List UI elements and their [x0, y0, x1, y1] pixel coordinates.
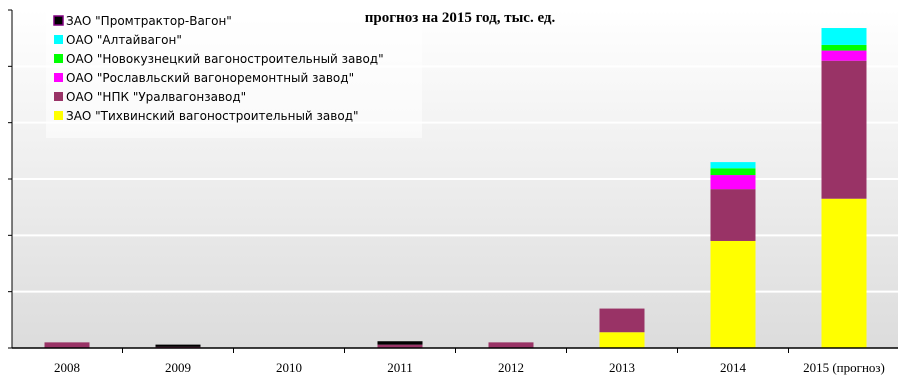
x-tick-label: 2013	[609, 360, 635, 375]
bar-segment	[377, 344, 423, 348]
x-tick-label: 2012	[498, 360, 524, 375]
x-tick-label: 2015 (прогноз)	[803, 360, 885, 375]
bar-segment	[821, 44, 867, 51]
legend-box	[46, 12, 422, 138]
bar-segment	[710, 162, 756, 169]
legend-item-label: ОАО "Новокузнецкий вагоностроительный за…	[66, 52, 384, 66]
legend-item-label: ОАО "Алтайвагон"	[66, 33, 182, 47]
chart-title: прогноз на 2015 год, тыс. ед.	[365, 10, 556, 26]
legend: ЗАО "Промтрактор-Вагон" ОАО "Алтайвагон" О…	[46, 12, 422, 138]
legend-swatch	[54, 54, 63, 63]
bar-segment	[44, 342, 90, 348]
bar-segment	[821, 198, 867, 348]
legend-swatch	[54, 73, 63, 82]
bar-segment	[710, 175, 756, 190]
x-tick-labels: 2008 2009 2010 2011 2012 2013 2014 2015 (прогно…	[54, 360, 885, 375]
legend-swatch	[54, 111, 63, 120]
axes	[8, 9, 898, 353]
bar-segment	[710, 240, 756, 348]
bar-segment	[710, 168, 756, 176]
x-tick-label: 2014	[720, 360, 747, 375]
bars	[44, 28, 867, 348]
x-tick-label: 2011	[387, 360, 413, 375]
bar-segment	[710, 189, 756, 241]
x-tick-label: 2009	[165, 360, 191, 375]
bar-segment	[377, 341, 423, 345]
bar-segment	[155, 344, 201, 347]
legend-item-label: ОАО "НПК "Уралвагонзавод"	[66, 90, 246, 104]
legend-swatch	[53, 15, 64, 26]
bar-segment	[821, 50, 867, 61]
x-tick-label: 2010	[276, 360, 302, 375]
legend-item-label: ЗАО "Тихвинский вагоностроительный завод…	[66, 109, 359, 123]
bar-segment	[821, 60, 867, 199]
bar-segment	[599, 308, 645, 333]
bar-segment	[821, 28, 867, 45]
x-tick-label: 2008	[54, 360, 80, 375]
legend-swatch	[54, 92, 63, 101]
bar-segment	[599, 332, 645, 348]
bar-segment	[488, 342, 534, 348]
legend-item-label: ОАО "Рославльский вагоноремонтный завод"	[66, 71, 354, 85]
legend-item-label: ЗАО "Промтрактор-Вагон"	[66, 14, 232, 28]
legend-swatch	[54, 35, 63, 44]
